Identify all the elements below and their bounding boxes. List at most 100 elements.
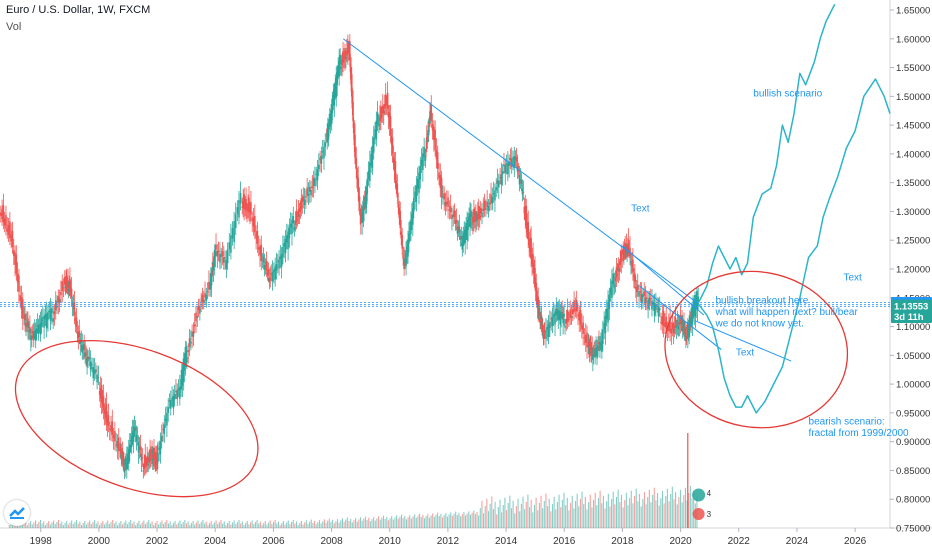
candle-body bbox=[507, 162, 509, 175]
x-tick-label: 2024 bbox=[786, 536, 809, 547]
volume-bar bbox=[658, 505, 660, 528]
candle-body bbox=[193, 324, 196, 327]
candle-body bbox=[284, 239, 287, 254]
candle-body bbox=[345, 57, 347, 60]
candle-body bbox=[144, 455, 147, 468]
volume-bar bbox=[543, 500, 545, 528]
volume-bar bbox=[28, 523, 30, 528]
candle-body bbox=[400, 231, 403, 239]
candle-body bbox=[98, 391, 101, 395]
volume-bar bbox=[66, 521, 68, 528]
candle-body bbox=[102, 396, 105, 411]
candle-body bbox=[106, 418, 109, 426]
volume-bar bbox=[207, 525, 209, 528]
candle-body bbox=[496, 180, 499, 184]
volume-bar bbox=[464, 515, 467, 528]
volume-bar bbox=[512, 500, 514, 528]
candle-body bbox=[634, 273, 636, 282]
candle-body bbox=[99, 387, 102, 399]
candle-body bbox=[89, 361, 92, 370]
volume-bar bbox=[537, 510, 539, 528]
candle-body bbox=[447, 197, 449, 207]
volume-bar bbox=[451, 515, 453, 528]
candle-body bbox=[485, 208, 487, 210]
volume-bar bbox=[433, 516, 435, 528]
volume-bar bbox=[62, 525, 64, 528]
candle-body bbox=[321, 151, 324, 153]
candle-body bbox=[116, 441, 119, 448]
candle-body bbox=[155, 461, 157, 464]
candle-body bbox=[329, 116, 332, 127]
candle-body bbox=[215, 244, 217, 250]
volume-bar bbox=[625, 492, 627, 528]
volume-bar bbox=[630, 490, 632, 528]
volume-bar bbox=[246, 521, 248, 528]
volume-bar bbox=[236, 522, 238, 528]
candle-body bbox=[406, 246, 408, 253]
volume-bar bbox=[448, 514, 450, 528]
candle-body bbox=[346, 50, 348, 56]
volume-bar bbox=[64, 523, 66, 528]
annotation-text: what will happen next? bull/bear bbox=[714, 307, 858, 318]
volume-bar bbox=[663, 503, 665, 528]
y-tick-label: 1.20000 bbox=[896, 265, 930, 276]
volume-bar bbox=[271, 524, 273, 528]
candle-body bbox=[298, 214, 301, 218]
volume-bar bbox=[638, 493, 641, 528]
candle-body bbox=[245, 199, 247, 211]
volume-bar bbox=[39, 520, 42, 528]
candle-body bbox=[694, 301, 697, 317]
candle-body bbox=[477, 205, 480, 219]
candle-body bbox=[255, 232, 257, 238]
volume-bar bbox=[80, 525, 83, 528]
candle-body bbox=[621, 258, 624, 260]
candle-body bbox=[399, 210, 402, 229]
candle-body bbox=[293, 227, 296, 230]
volume-bar bbox=[394, 517, 396, 528]
volume-bar bbox=[202, 520, 204, 528]
volume-bar bbox=[437, 512, 439, 528]
candle-body bbox=[262, 256, 265, 263]
volume-bar bbox=[604, 508, 606, 528]
volume-bar bbox=[92, 522, 94, 528]
candle-body bbox=[196, 316, 199, 318]
candle-body bbox=[603, 322, 605, 330]
volume-bar bbox=[44, 525, 46, 528]
candle-body bbox=[121, 450, 124, 461]
candle-body bbox=[574, 308, 577, 311]
volume-bar bbox=[606, 501, 608, 528]
volume-bar bbox=[483, 513, 485, 528]
volume-bar bbox=[622, 507, 624, 528]
volume-bar bbox=[478, 515, 480, 528]
volume-bar bbox=[532, 512, 534, 528]
candle-body bbox=[35, 328, 38, 333]
volume-bar bbox=[361, 520, 363, 528]
volume-bar bbox=[13, 524, 15, 528]
volume-bar bbox=[222, 523, 224, 528]
earnings-event-icon bbox=[692, 488, 706, 502]
volume-bar bbox=[528, 507, 531, 528]
candle-body bbox=[168, 400, 171, 402]
candle-body bbox=[638, 291, 640, 297]
volume-bar bbox=[241, 521, 243, 528]
candle-body bbox=[270, 273, 273, 275]
volume-bar bbox=[153, 525, 155, 528]
candle-body bbox=[71, 303, 74, 305]
candle-body bbox=[187, 350, 190, 353]
volume-bar bbox=[336, 519, 339, 528]
volume-bar bbox=[520, 503, 522, 528]
volume-bar bbox=[25, 521, 27, 528]
candle-body bbox=[205, 294, 208, 301]
volume-bar bbox=[84, 521, 86, 528]
candle-body bbox=[58, 298, 61, 303]
volume-bar bbox=[103, 524, 106, 528]
y-tick-label: 0.95000 bbox=[896, 408, 930, 419]
candle-body bbox=[341, 59, 343, 65]
candle-body bbox=[191, 331, 193, 337]
volume-bar bbox=[620, 494, 623, 528]
volume-bar bbox=[294, 523, 296, 528]
candle-body bbox=[583, 337, 586, 339]
candle-body bbox=[108, 428, 111, 430]
volume-bar bbox=[192, 521, 194, 528]
